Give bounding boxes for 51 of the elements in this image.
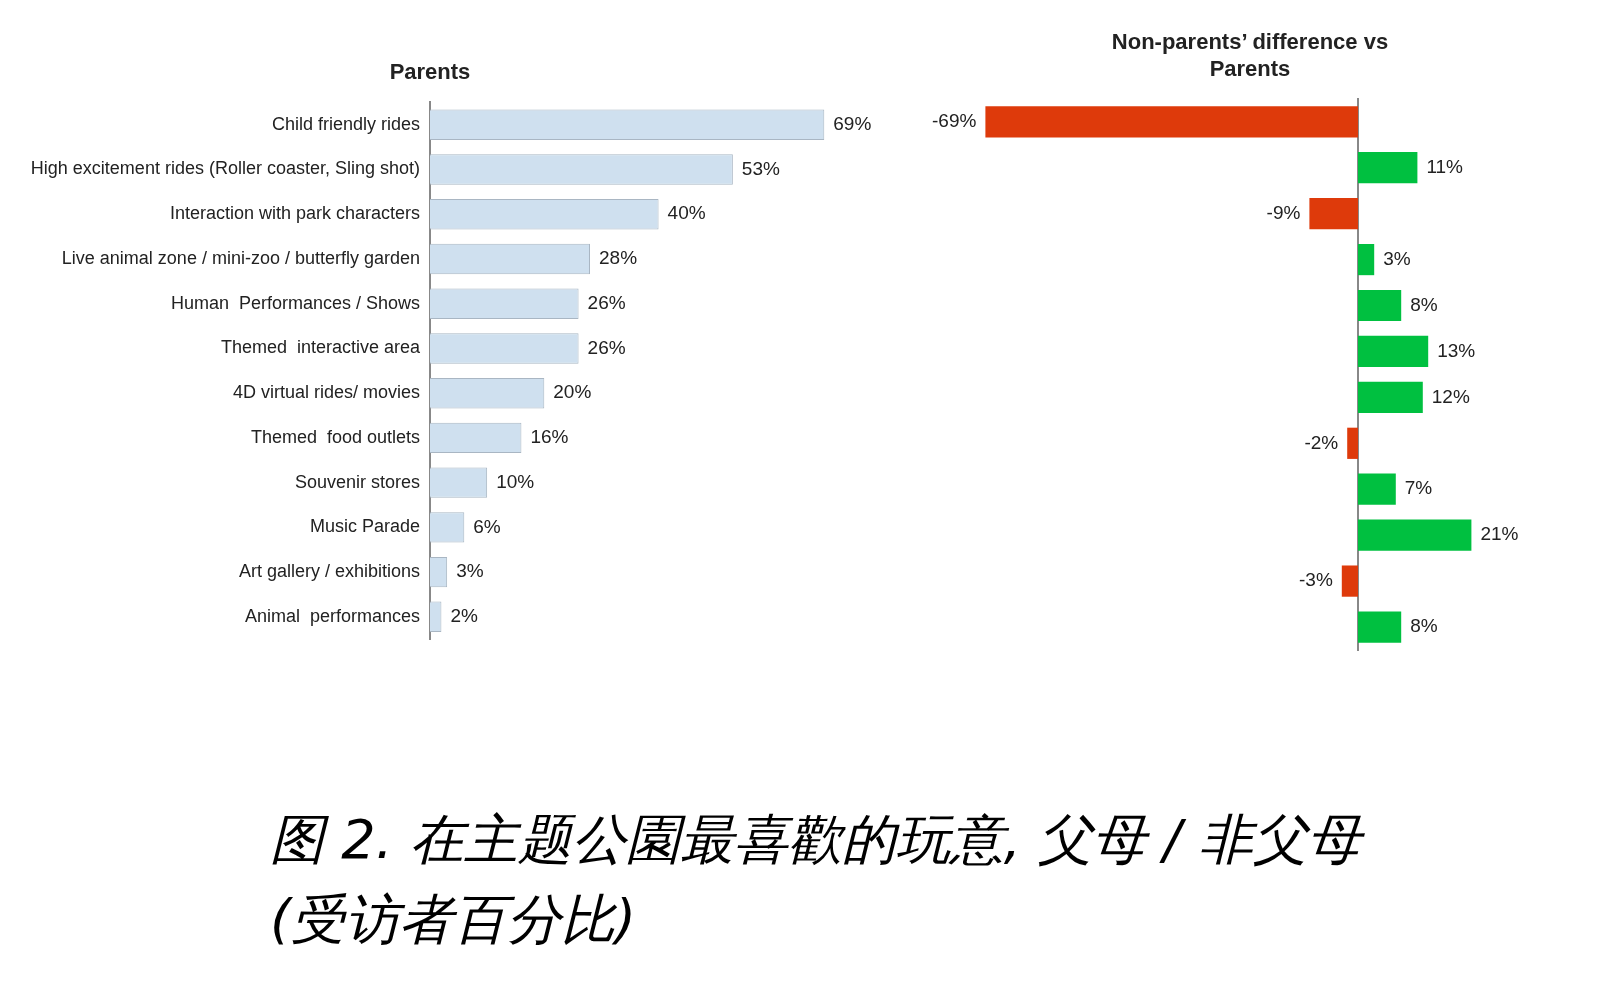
bar [1358,473,1396,505]
y-tick-label: Music Parade [309,516,420,537]
data-label: -69% [932,110,977,131]
data-label: 2% [450,605,478,627]
data-label: 26% [587,291,626,313]
data-label: -9% [1266,201,1301,223]
data-label: 3% [1383,247,1411,269]
y-tick-label: Art gallery / exhibitions [238,561,420,582]
data-label: 69% [833,113,872,134]
data-label: -2% [1304,431,1339,453]
data-label: 20% [553,381,592,403]
data-label: 26% [587,336,626,358]
bar [1358,335,1429,368]
y-tick-label: Human Performances / Shows [170,292,420,313]
data-label: 8% [1410,293,1438,315]
chart-title: Non-parents’ difference vs Parents [1111,29,1389,81]
data-label: 12% [1431,385,1470,407]
bar [1358,611,1402,643]
data-label: 53% [741,157,780,179]
y-tick-label: Live animal zone / mini-zoo / butterfly garden [61,247,420,268]
data-label: 10% [496,470,535,492]
data-label: 28% [599,247,638,269]
y-tick-label: Child friendly rides [271,113,420,134]
data-label: 3% [456,560,484,582]
bar [1347,427,1358,459]
bar [1358,152,1418,184]
bar [985,106,1358,138]
y-tick-label: Themed interactive area [220,337,421,358]
data-label: 8% [1410,615,1438,637]
bar [1358,381,1423,413]
bar [1358,289,1402,322]
bar [1309,198,1358,230]
bar [1358,243,1375,276]
data-label: 7% [1404,477,1433,499]
data-label: 40% [667,202,706,224]
data-label: -3% [1299,569,1333,591]
bar [1341,565,1358,597]
data-label: 6% [473,515,501,537]
y-tick-label: High excitement rides (Roller coaster, Sling shot) [30,158,420,179]
data-label: 11% [1426,155,1464,177]
caption: 图 2. 在主题公園最喜歡的玩意, 父母 / 非父母 (受访者百分比) [270,807,1366,953]
y-tick-label: Interaction with park characters [169,203,420,224]
y-tick-label: Themed food outlets [250,426,420,447]
data-label: 13% [1437,339,1476,361]
y-tick-label: Animal performances [244,605,420,626]
chart-title: Parents [389,59,471,85]
bar [1358,519,1472,551]
y-tick-label: 4D virtual rides/ movies [232,382,420,403]
y-tick-label: Souvenir stores [294,471,420,492]
data-label: 21% [1480,523,1519,545]
data-label: 16% [530,426,569,448]
